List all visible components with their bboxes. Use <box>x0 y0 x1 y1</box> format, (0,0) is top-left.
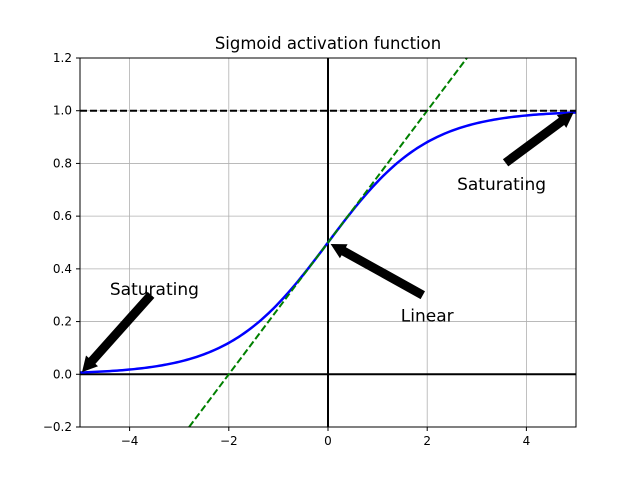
x-tick-label: −2 <box>220 434 238 448</box>
annotation-arrow <box>502 112 574 167</box>
annotation-label: Saturating <box>457 175 546 195</box>
y-tick-label: 1.2 <box>53 51 72 65</box>
x-tick-label: 0 <box>324 434 332 448</box>
tangent-line <box>188 57 468 428</box>
y-tick-label: 0.6 <box>53 209 72 223</box>
annotations: Saturating Saturating Linear <box>82 112 574 373</box>
annotation-arrow <box>330 244 425 300</box>
y-tick-label: 1.0 <box>53 104 72 118</box>
annotation-label: Saturating <box>110 280 199 300</box>
y-tick-label: −0.2 <box>43 420 72 434</box>
x-tick-label: 4 <box>523 434 531 448</box>
annotation-arrow <box>82 291 155 373</box>
axis-ticks: −4 −2 0 2 4 −0.2 0.0 0.2 0.4 0.6 0.8 1.0 1.2 <box>43 51 530 448</box>
x-tick-label: −4 <box>121 434 139 448</box>
x-tick-label: 2 <box>423 434 431 448</box>
y-tick-label: 0.2 <box>53 315 72 329</box>
annotation-label: Linear <box>401 307 454 327</box>
y-tick-label: 0.0 <box>53 367 72 381</box>
chart-title: Sigmoid activation function <box>215 34 441 53</box>
plot-lines <box>79 57 577 428</box>
y-tick-label: 0.8 <box>53 156 72 170</box>
y-tick-label: 0.4 <box>53 262 72 276</box>
